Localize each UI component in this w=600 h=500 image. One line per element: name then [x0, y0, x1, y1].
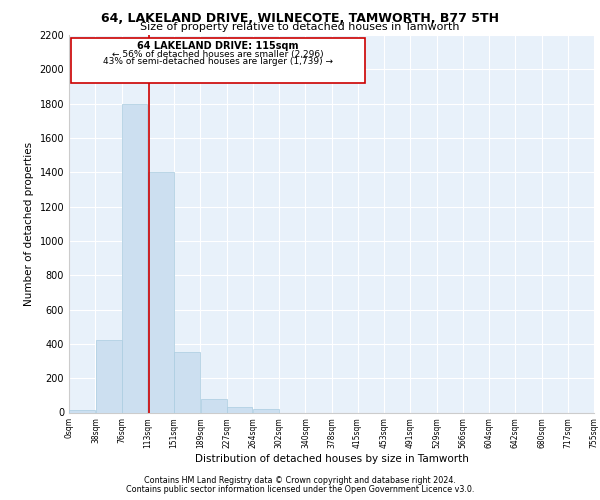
- Text: ← 56% of detached houses are smaller (2,296): ← 56% of detached houses are smaller (2,…: [112, 50, 323, 58]
- Bar: [174, 352, 200, 412]
- FancyBboxPatch shape: [71, 38, 365, 83]
- Text: 43% of semi-detached houses are larger (1,739) →: 43% of semi-detached houses are larger (…: [103, 58, 333, 66]
- Bar: [200, 399, 227, 412]
- X-axis label: Distribution of detached houses by size in Tamworth: Distribution of detached houses by size …: [194, 454, 469, 464]
- Text: Contains HM Land Registry data © Crown copyright and database right 2024.: Contains HM Land Registry data © Crown c…: [144, 476, 456, 485]
- Text: 64, LAKELAND DRIVE, WILNECOTE, TAMWORTH, B77 5TH: 64, LAKELAND DRIVE, WILNECOTE, TAMWORTH,…: [101, 12, 499, 26]
- Y-axis label: Number of detached properties: Number of detached properties: [24, 142, 34, 306]
- Bar: [253, 409, 279, 412]
- Text: Size of property relative to detached houses in Tamworth: Size of property relative to detached ho…: [140, 22, 460, 32]
- Bar: [69, 410, 95, 412]
- Bar: [122, 104, 148, 412]
- Text: Contains public sector information licensed under the Open Government Licence v3: Contains public sector information licen…: [126, 484, 474, 494]
- Bar: [148, 172, 174, 412]
- Bar: [95, 340, 122, 412]
- Text: 64 LAKELAND DRIVE: 115sqm: 64 LAKELAND DRIVE: 115sqm: [137, 42, 299, 51]
- Bar: [227, 408, 253, 412]
